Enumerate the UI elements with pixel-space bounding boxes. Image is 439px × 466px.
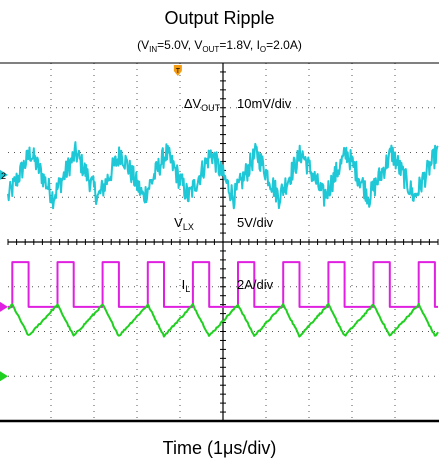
trace-scale-il: 2A/div <box>237 277 274 292</box>
trace-label-prefix: I <box>182 277 186 292</box>
trigger-marker-label: T <box>176 68 181 75</box>
x-axis-label: Time (1μs/div) <box>163 438 277 458</box>
trace-il <box>7 303 439 338</box>
subtitle-vout-sub: OUT <box>202 45 219 54</box>
trace-vout <box>7 141 439 210</box>
trace-label-sub: L <box>185 284 190 294</box>
trace-label-prefix: V <box>174 215 183 230</box>
trace-vlx <box>8 261 438 308</box>
chart-subtitle: (VIN=5.0V, VOUT=1.8V, IO=2.0A) <box>137 38 302 54</box>
trace-label-vout: ΔVOUT <box>184 96 221 113</box>
subtitle-vin-val: =5.0V, V <box>157 38 202 52</box>
subtitle-io-sub: O <box>260 45 266 54</box>
trigger-marker-icon <box>173 65 182 76</box>
ground-marker-vlx <box>0 301 8 312</box>
plot-area: 2 ΔVOUT 10mV/div VLX 5V/div IL 2A/div T <box>0 62 439 423</box>
trace-scale-vlx: 5V/div <box>237 215 274 230</box>
ground-marker-il <box>0 371 8 382</box>
trace-label-vlx: VLX <box>174 215 194 232</box>
trace-label-sub: LX <box>183 222 194 232</box>
ground-marker-label-vout: 2 <box>1 171 6 181</box>
trace-label-prefix: ΔV <box>184 96 202 111</box>
trace-scale-vout: 10mV/div <box>237 96 292 111</box>
trace-label-il: IL <box>182 277 191 294</box>
ground-marker-vout <box>0 169 8 180</box>
trace-label-sub: OUT <box>201 103 221 113</box>
chart-title: Output Ripple <box>164 8 274 28</box>
subtitle-prefix: (V <box>137 38 149 52</box>
subtitle-vin-sub: IN <box>149 45 157 54</box>
subtitle-io-val: =2.0A) <box>266 38 302 52</box>
subtitle-vout-val: =1.8V, I <box>219 38 260 52</box>
